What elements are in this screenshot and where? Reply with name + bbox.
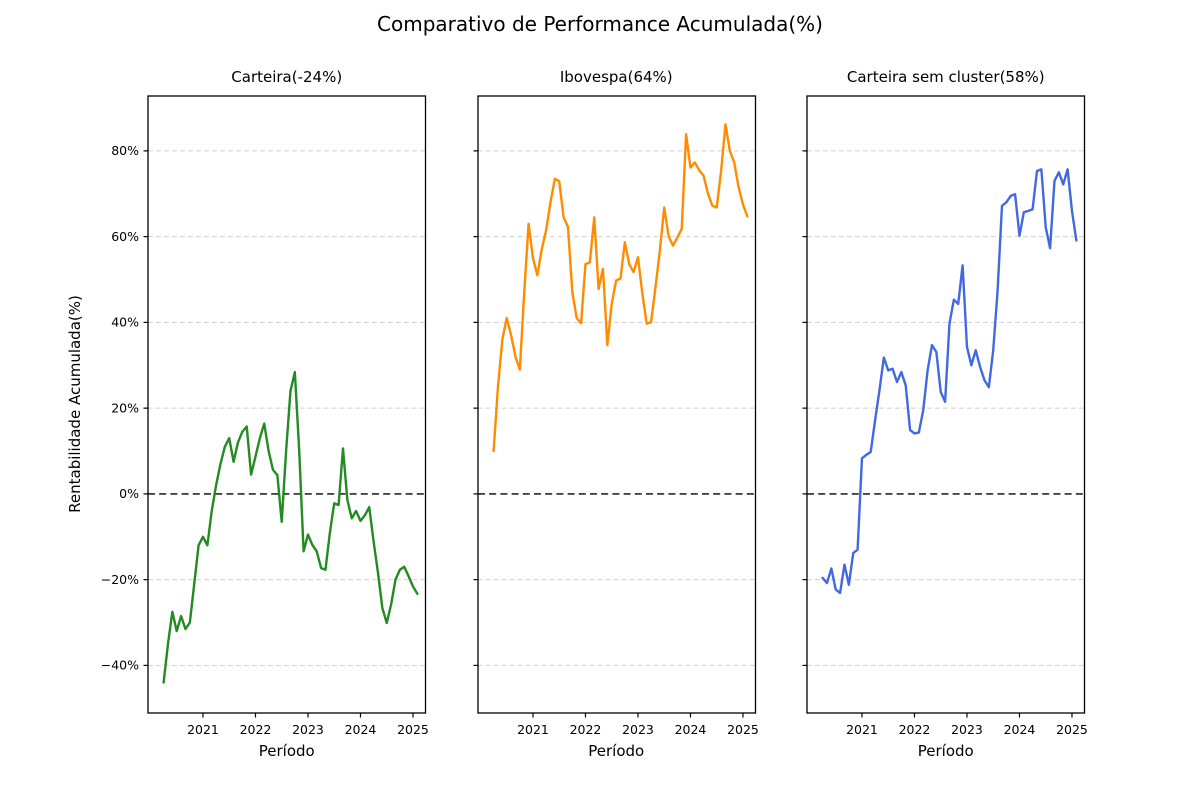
x-tick-label: 2021 (517, 722, 549, 737)
x-tick-label: 2023 (292, 722, 324, 737)
plot-border (806, 95, 1086, 714)
y-tick-label: 40% (111, 315, 139, 330)
y-tick-label: 0% (119, 486, 139, 501)
y-tick-label: 80% (111, 143, 139, 158)
x-tick-label: 2022 (899, 722, 931, 737)
x-axis-label-ibovespa: Período (588, 742, 645, 760)
x-axis-label-carteira: Período (258, 742, 315, 760)
y-tick-label: −20% (101, 572, 139, 587)
x-tick-label: 2022 (569, 722, 601, 737)
plot-border (476, 95, 756, 714)
chart-carteira: 80% 60% 40% 20% 0% −20% −40% 2021 2022 2023 2024 20… (101, 95, 429, 737)
x-tick-label: 2021 (187, 722, 219, 737)
performance-line (821, 168, 1078, 595)
x-tick-label: 2025 (397, 722, 429, 737)
x-tick-label: 2023 (622, 722, 654, 737)
subplot-title-carteira-sem-cluster: Carteira sem cluster(58%) (846, 68, 1045, 86)
y-tick-label: 60% (111, 229, 139, 244)
subplot-title-ibovespa: Ibovespa(64%) (559, 68, 673, 86)
x-tick-label: 2024 (345, 722, 377, 737)
y-tick-label: 20% (111, 400, 139, 415)
performance-line (162, 370, 419, 684)
y-tick-label: −40% (101, 658, 139, 673)
x-tick-label: 2024 (1004, 722, 1036, 737)
subplot-title-carteira: Carteira(-24%) (231, 68, 343, 86)
x-tick-label: 2025 (727, 722, 759, 737)
chart-ibovespa: 2021 2022 2023 2024 2025 (473, 95, 759, 737)
x-tick-label: 2021 (846, 722, 878, 737)
x-tick-label: 2022 (240, 722, 272, 737)
figure-title: Comparativo de Performance Acumulada(%) (377, 12, 823, 36)
x-axis-label-carteira-sem-cluster: Período (917, 742, 974, 760)
x-tick-label: 2025 (1056, 722, 1088, 737)
x-tick-label: 2023 (951, 722, 983, 737)
x-tick-label: 2024 (674, 722, 706, 737)
performance-line (491, 123, 749, 453)
chart-carteira-sem-cluster: 2021 2022 2023 2024 2025 (802, 95, 1088, 737)
plot-border (147, 95, 427, 714)
